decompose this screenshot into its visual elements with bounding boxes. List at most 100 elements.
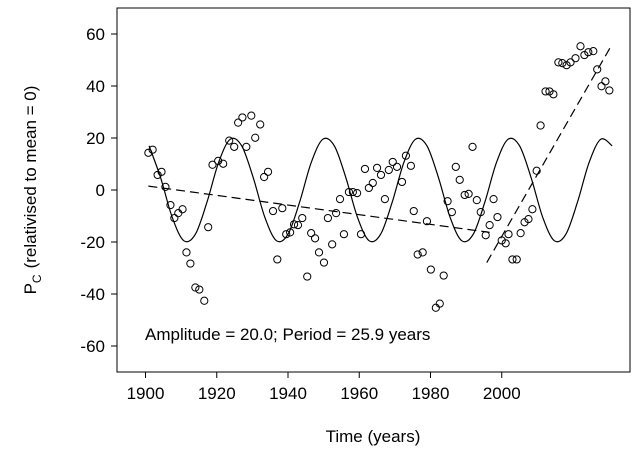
data-point [234, 118, 243, 127]
data-point [601, 77, 610, 86]
x-tick-label: 1960 [340, 384, 378, 403]
data-point [536, 121, 545, 130]
data-point [516, 229, 525, 238]
data-point [558, 59, 567, 68]
y-axis-label: PC (relativised to mean = 0) [21, 86, 44, 295]
data-point [191, 283, 200, 292]
data-point [293, 221, 303, 230]
data-point [319, 258, 329, 267]
data-point [282, 230, 291, 239]
data-point [508, 255, 517, 264]
data-point [310, 234, 320, 243]
fitted-curve [148, 137, 613, 243]
data-point [605, 86, 614, 95]
y-label-sub: C [30, 274, 44, 283]
data-point [455, 175, 464, 184]
data-point [413, 250, 422, 259]
x-tick-label: 2000 [483, 384, 521, 403]
annotation: Amplitude = 20.0; Period = 25.9 years [145, 325, 430, 344]
data-point [426, 265, 435, 274]
data-point [439, 271, 448, 280]
data-point [376, 170, 386, 180]
data-point [278, 204, 287, 213]
data-point [298, 213, 307, 223]
data-point [303, 272, 312, 281]
data-point [549, 90, 558, 99]
data-point [182, 248, 191, 257]
data-point [406, 161, 416, 170]
data-point [501, 239, 510, 248]
data-point [230, 142, 239, 151]
data-point [554, 58, 563, 67]
data-point [493, 212, 502, 222]
data-point [353, 189, 362, 198]
data-point [571, 54, 580, 63]
trend-line [486, 43, 613, 263]
data-point [273, 255, 282, 264]
data-point [409, 206, 418, 216]
data-point [489, 195, 498, 204]
data-point [364, 183, 373, 193]
data-point [464, 189, 473, 198]
data-point [372, 163, 382, 172]
x-tick-label: 1900 [127, 384, 165, 403]
data-point [380, 195, 389, 204]
y-tick-label: 40 [86, 77, 105, 96]
data-point [251, 133, 260, 142]
plot-frame [116, 7, 631, 373]
data-point [195, 285, 204, 294]
data-point [460, 190, 469, 200]
data-point [532, 166, 541, 175]
data-point [388, 157, 397, 167]
data-point [256, 120, 265, 129]
data-point [504, 230, 513, 239]
data-point [472, 196, 481, 205]
data-point [524, 215, 533, 224]
data-point [422, 217, 432, 226]
data-point [384, 165, 393, 175]
data-point [263, 167, 273, 176]
y-tick-label: -40 [80, 285, 105, 304]
data-point [360, 164, 370, 174]
y-tick-label: 0 [96, 181, 105, 200]
data-point [219, 159, 228, 168]
data-point [593, 65, 602, 74]
data-point [485, 221, 494, 230]
data-point [392, 162, 402, 171]
x-tick-label: 1980 [412, 384, 450, 403]
data-point [339, 230, 349, 239]
data-point [214, 156, 223, 165]
y-label-main: P [21, 283, 40, 294]
data-point [238, 113, 247, 122]
data-point [208, 160, 217, 169]
data-point [597, 82, 606, 91]
data-point [576, 42, 585, 51]
data-point [166, 200, 175, 210]
data-point [344, 187, 354, 197]
data-point [328, 240, 337, 249]
data-point [528, 205, 537, 214]
data-point [161, 182, 170, 191]
data-point [335, 195, 345, 204]
data-point [247, 111, 256, 120]
data-point [481, 231, 490, 240]
data-point [289, 220, 299, 229]
data-point [323, 213, 332, 223]
data-point [242, 142, 251, 151]
data-point [431, 303, 440, 312]
data-point [584, 48, 593, 57]
data-point [447, 208, 456, 217]
data-point [200, 296, 209, 305]
data-point [157, 167, 166, 176]
data-point [186, 259, 195, 268]
data-point [443, 197, 452, 206]
data-point [476, 208, 485, 217]
data-point [589, 47, 598, 56]
y-tick-label: -20 [80, 233, 105, 252]
data-point [541, 87, 550, 96]
data-point [348, 187, 357, 197]
y-tick-label: -60 [80, 337, 105, 356]
data-point [225, 136, 234, 145]
data-point [268, 206, 278, 216]
